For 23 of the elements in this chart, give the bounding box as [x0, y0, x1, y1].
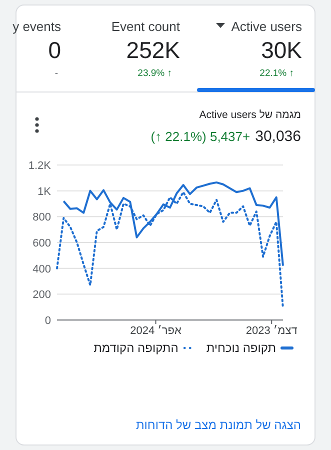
x-tick-label: דצמ׳ 2023 — [246, 325, 298, 337]
y-tick-label: 800 — [32, 212, 51, 224]
legend-label: התקופה הקודמת — [94, 341, 178, 355]
y-tick-label: 0 — [44, 315, 51, 327]
text: - — [54, 68, 58, 79]
text: y events — [12, 19, 62, 34]
x-tick-label: אפר׳ 2024 — [130, 325, 182, 337]
text: 23.9% ↑ — [138, 68, 172, 79]
text: +5,437 (22.1% ↑) — [150, 129, 250, 144]
y-tick-label: 600 — [32, 238, 51, 250]
y-tick-label: 400 — [32, 263, 51, 276]
y-tick-label: 1K — [38, 186, 52, 198]
text: Active users — [231, 19, 302, 34]
text: 30K — [261, 37, 303, 63]
y-tick-label: 200 — [32, 289, 51, 302]
legend-label: תקופה נוכחית — [206, 341, 276, 355]
y-tick-label: 1.2K — [28, 160, 52, 172]
chart-title: מגמה של Active users — [199, 109, 301, 121]
text: Event count — [111, 19, 180, 34]
text: 22.1% ↑ — [260, 68, 294, 79]
text: הצגה של תמונת מצב של הדוחות — [136, 418, 301, 432]
text: 252K — [126, 37, 181, 63]
text: 30,036 — [255, 128, 301, 145]
